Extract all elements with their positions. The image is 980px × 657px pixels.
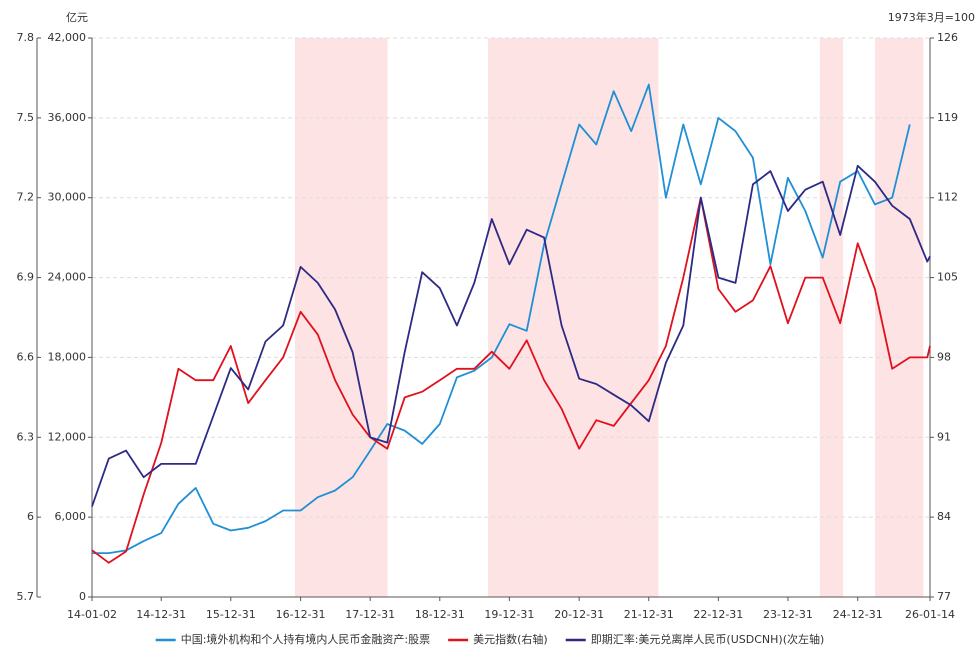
legend-label: 中国:境外机构和个人持有境内人民币金融资产:股票 — [181, 632, 430, 646]
x-tick-label: 14-12-31 — [136, 608, 186, 621]
x-tick-label: 16-12-31 — [276, 608, 326, 621]
y-tick-label: 6,000 — [55, 510, 87, 523]
x-tick-label: 17-12-31 — [345, 608, 395, 621]
legend-label: 即期汇率:美元兑离岸人民币(USDCNH)(次左轴) — [591, 632, 825, 646]
y3-tick-label: 7.8 — [17, 31, 35, 44]
y-tick-label: 36,000 — [48, 111, 87, 124]
y2-tick-label: 77 — [937, 590, 951, 603]
x-tick-label: 26-01-14 — [905, 608, 955, 621]
y3-tick-label: 6 — [27, 510, 34, 523]
y2-tick-label: 98 — [937, 350, 951, 363]
y-tick-label: 24,000 — [48, 271, 87, 284]
y2-tick-label: 91 — [937, 430, 951, 443]
y-tick-label: 18,000 — [48, 350, 87, 363]
y-tick-label: 30,000 — [48, 191, 87, 204]
y-tick-label: 12,000 — [48, 430, 87, 443]
y2-tick-label: 105 — [937, 271, 958, 284]
y-tick-label: 42,000 — [48, 31, 87, 44]
shaded-range — [488, 38, 659, 597]
y3-tick-label: 6.3 — [17, 430, 35, 443]
series-line — [92, 83, 911, 554]
y2-tick-label: 84 — [937, 510, 951, 523]
series-line — [91, 164, 931, 507]
y2-tick-label: 126 — [937, 31, 958, 44]
y3-tick-label: 7.2 — [17, 191, 35, 204]
shaded-range — [875, 38, 924, 597]
y2-tick-label: 119 — [937, 111, 958, 124]
y2-tick-label: 112 — [937, 191, 958, 204]
x-tick-label: 23-12-31 — [763, 608, 813, 621]
series-line — [91, 196, 931, 564]
shaded-range — [819, 38, 844, 597]
shaded-range — [294, 38, 388, 597]
x-tick-label: 18-12-31 — [415, 608, 465, 621]
y3-tick-label: 6.6 — [17, 350, 35, 363]
legend: 中国:境外机构和个人持有境内人民币金融资产:股票 美元指数(右轴) 即期汇率:美元兑… — [155, 632, 825, 646]
y-tick-label: 0 — [79, 590, 86, 603]
x-tick-label: 15-12-31 — [206, 608, 256, 621]
x-tick-label: 19-12-31 — [484, 608, 534, 621]
y3-tick-label: 5.7 — [17, 590, 35, 603]
x-tick-label: 14-01-02 — [67, 608, 117, 621]
y3-tick-label: 6.9 — [17, 271, 35, 284]
y2-unit-label: 1973年3月=100 — [888, 10, 975, 24]
legend-label: 美元指数(右轴) — [473, 632, 548, 646]
x-tick-label: 22-12-31 — [693, 608, 743, 621]
y-unit-label: 亿元 — [66, 11, 88, 24]
x-tick-label: 24-12-31 — [833, 608, 883, 621]
x-tick-label: 21-12-31 — [624, 608, 674, 621]
x-tick-label: 20-12-31 — [554, 608, 604, 621]
y3-tick-label: 7.5 — [17, 111, 35, 124]
